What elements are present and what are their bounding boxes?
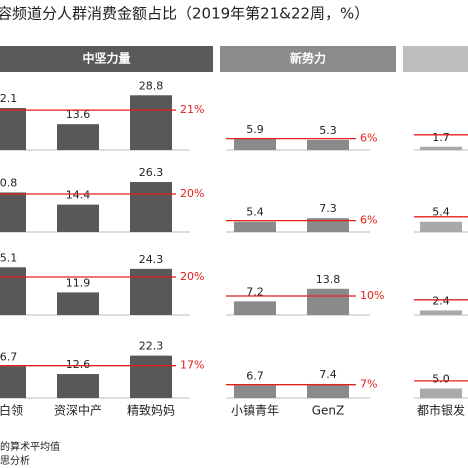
bar <box>307 139 349 150</box>
value-label: 5.3 <box>319 124 337 137</box>
category-label: 精致妈妈 <box>127 404 175 418</box>
average-label: 20% <box>180 187 204 200</box>
bar <box>0 192 26 232</box>
bar <box>307 288 349 315</box>
note: 思分析 <box>0 454 30 467</box>
bar <box>130 182 172 232</box>
bar <box>130 268 172 315</box>
value-label: 12.6 <box>66 358 91 371</box>
bar <box>57 124 99 150</box>
average-label: 21% <box>180 103 204 116</box>
value-label: 1.7 <box>432 131 450 144</box>
average-label: 20% <box>180 270 204 283</box>
value-label: 16.7 <box>0 350 17 363</box>
value-label: 13.6 <box>66 108 91 121</box>
value-label: 26.3 <box>139 166 164 179</box>
value-label: 22.1 <box>0 92 17 105</box>
bar <box>57 292 99 315</box>
value-label: 25.1 <box>0 251 17 264</box>
bar <box>57 204 99 232</box>
value-label: 13.8 <box>316 273 341 286</box>
bar <box>0 267 26 315</box>
chart-title: 容频道分人群消费金额占比（2019年第21&22周，%） <box>0 5 369 23</box>
value-label: 11.9 <box>66 276 91 289</box>
value-label: 2.4 <box>432 294 450 307</box>
category-label: 小镇青年 <box>231 404 279 418</box>
bar <box>234 301 276 315</box>
bar <box>420 146 462 150</box>
value-label: 5.4 <box>246 206 264 219</box>
bar <box>420 388 462 398</box>
value-label: 5.0 <box>432 373 450 386</box>
value-label: 20.8 <box>0 176 17 189</box>
value-label: 14.4 <box>66 189 91 202</box>
category-label: GenZ <box>312 404 345 418</box>
average-label: 6% <box>360 214 377 227</box>
bar <box>420 310 462 315</box>
bar <box>0 366 26 398</box>
average-label: 10% <box>360 289 384 302</box>
group-title: 中坚力量 <box>82 51 130 66</box>
value-label: 5.4 <box>432 206 450 219</box>
value-label: 7.4 <box>319 368 337 381</box>
average-label: 7% <box>360 378 377 391</box>
bar <box>234 138 276 150</box>
category-label: 悦白领 <box>0 403 23 418</box>
average-label: 6% <box>360 132 377 145</box>
average-label: 17% <box>180 359 204 372</box>
value-label: 22.3 <box>139 340 164 353</box>
group-title: 新势力 <box>290 51 326 66</box>
group-header <box>0 46 213 72</box>
category-label: 都市银发 <box>417 403 465 418</box>
value-label: 24.3 <box>139 253 164 266</box>
value-label: 7.3 <box>319 202 337 215</box>
bar <box>420 221 462 232</box>
bar <box>307 218 349 232</box>
value-label: 7.2 <box>246 285 264 298</box>
value-label: 28.8 <box>139 79 164 92</box>
note: 的算术平均值 <box>0 440 60 453</box>
bar <box>57 374 99 398</box>
value-label: 5.9 <box>246 123 264 136</box>
bar <box>130 95 172 150</box>
category-label: 资深中产 <box>54 403 102 418</box>
value-label: 6.7 <box>246 369 264 382</box>
bar <box>130 355 172 398</box>
group-header <box>403 46 468 72</box>
bar <box>307 383 349 398</box>
group-header <box>220 46 396 72</box>
bar <box>234 221 276 232</box>
bar <box>0 108 26 150</box>
bar <box>234 385 276 398</box>
